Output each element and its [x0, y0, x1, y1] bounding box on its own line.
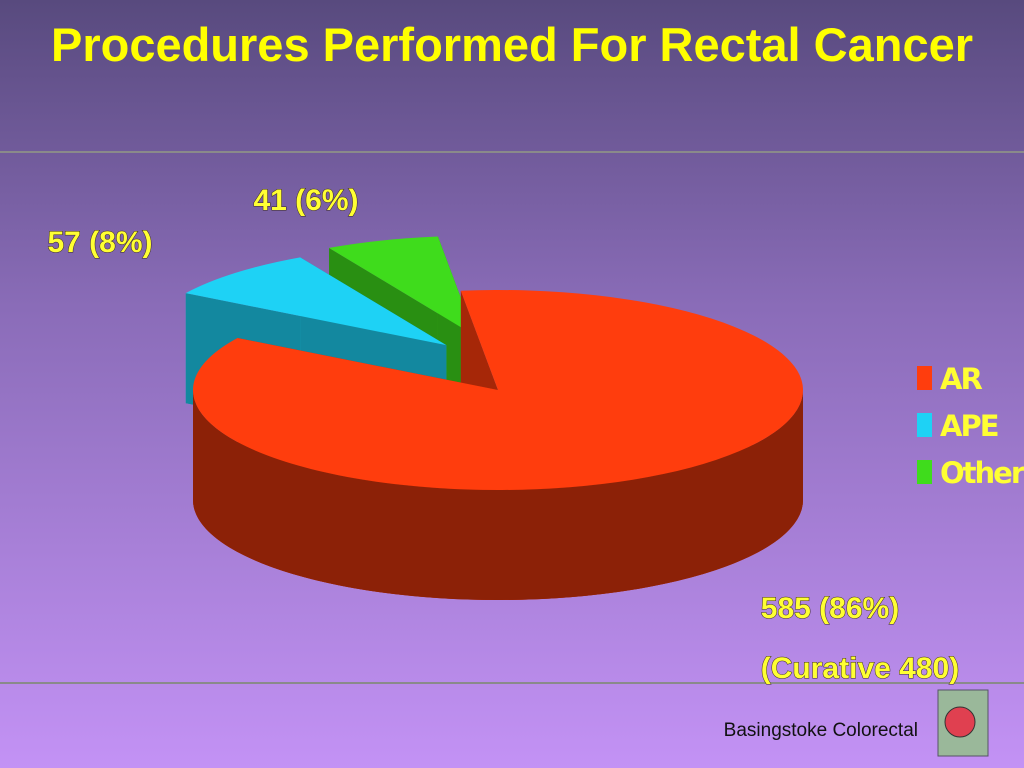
- data-label: 41 (6%): [253, 184, 358, 217]
- legend: AR APE Other: [917, 362, 1024, 490]
- slice: [192, 290, 803, 490]
- pie: [185, 236, 803, 601]
- annotation: (Curative 480): [761, 652, 959, 685]
- data-label: 57 (8%): [47, 226, 152, 259]
- legend-swatch: [917, 460, 932, 484]
- chart-title: Procedures Performed For Rectal Cancer: [50, 18, 974, 71]
- logo-art: [944, 706, 976, 738]
- footer: Basingstoke Colorectal: [724, 720, 918, 741]
- slice: [329, 236, 476, 336]
- data-label: 585 (86%): [761, 592, 899, 625]
- legend-label: AR: [940, 362, 982, 396]
- legend-label: APE: [940, 409, 998, 443]
- slice-side: [193, 390, 803, 600]
- slice-shade: [193, 390, 803, 600]
- legend-swatch: [917, 413, 932, 437]
- slice: [185, 257, 447, 346]
- legend-label: Other: [940, 456, 1024, 490]
- legend-swatch: [917, 366, 932, 390]
